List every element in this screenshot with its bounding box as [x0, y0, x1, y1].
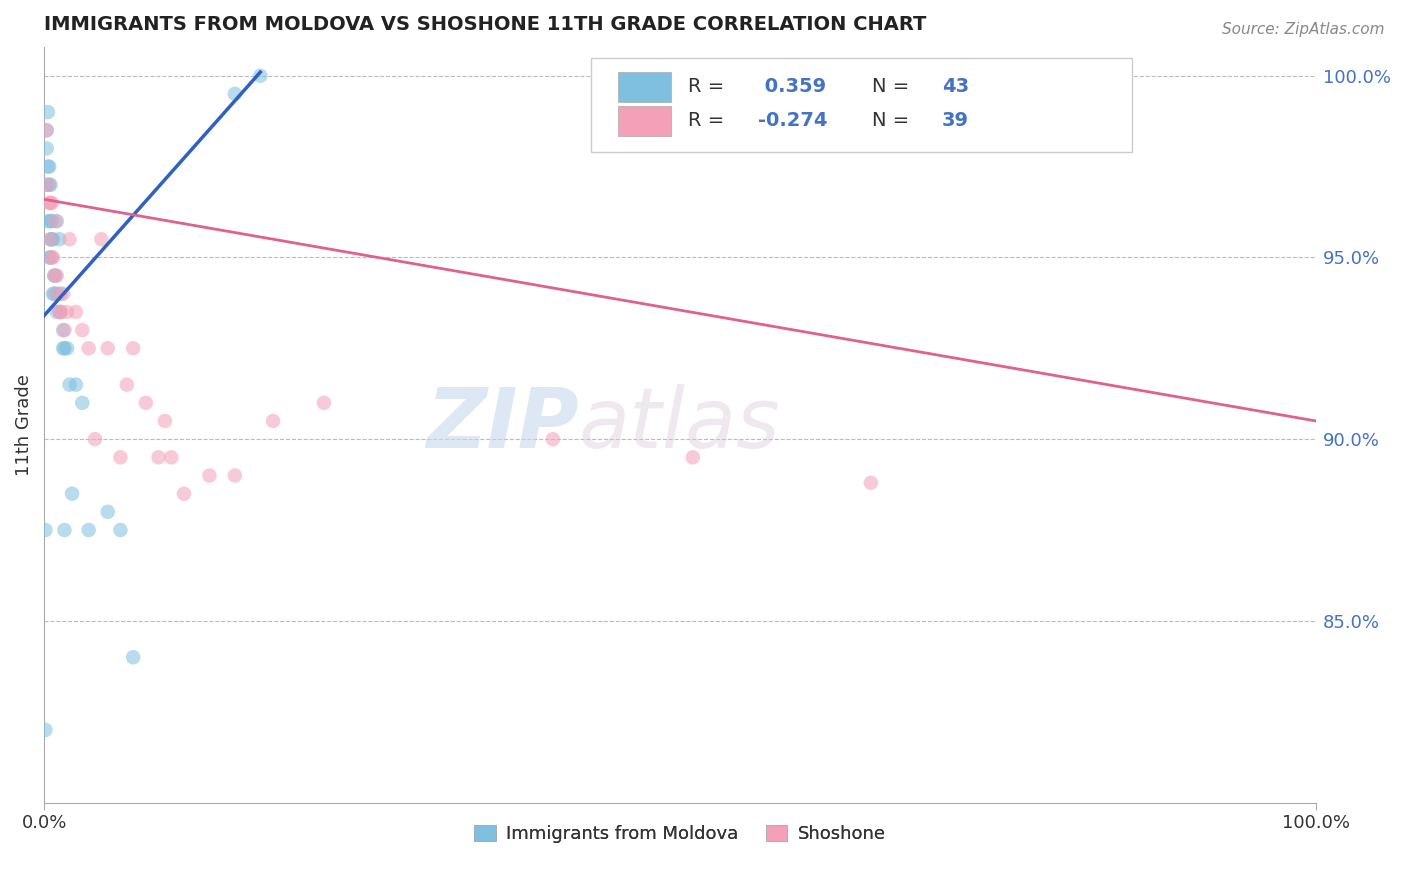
- Text: R =: R =: [688, 78, 730, 96]
- Point: [38, 160, 60, 174]
- FancyBboxPatch shape: [591, 58, 1132, 153]
- Point: [56, 341, 79, 355]
- Text: 0.359: 0.359: [758, 78, 825, 96]
- Point: [41, 251, 63, 265]
- Point: [56, 305, 79, 319]
- Point: [39, 232, 62, 246]
- Point: [58, 377, 80, 392]
- Point: [38, 196, 60, 211]
- Text: 39: 39: [942, 112, 969, 130]
- Point: [39, 196, 62, 211]
- Point: [39, 214, 62, 228]
- Point: [224, 87, 246, 101]
- Text: 43: 43: [942, 78, 969, 96]
- Point: [42, 286, 65, 301]
- Point: [45, 214, 67, 228]
- FancyBboxPatch shape: [617, 71, 671, 102]
- Point: [682, 450, 704, 465]
- Point: [77, 523, 100, 537]
- Point: [84, 432, 107, 446]
- Point: [49, 305, 72, 319]
- Text: ZIP: ZIP: [426, 384, 578, 465]
- Point: [48, 232, 70, 246]
- Point: [35, 178, 58, 192]
- Point: [72, 323, 94, 337]
- Point: [224, 468, 246, 483]
- Point: [44, 268, 66, 283]
- Point: [45, 268, 67, 283]
- Point: [42, 251, 65, 265]
- Point: [35, 123, 58, 137]
- Point: [45, 286, 67, 301]
- Point: [262, 414, 284, 428]
- Point: [72, 396, 94, 410]
- Point: [153, 414, 176, 428]
- Text: Source: ZipAtlas.com: Source: ZipAtlas.com: [1222, 22, 1385, 37]
- Text: N =: N =: [872, 78, 915, 96]
- Text: atlas: atlas: [578, 384, 780, 465]
- Point: [45, 305, 67, 319]
- Point: [48, 305, 70, 319]
- Point: [53, 523, 76, 537]
- Point: [52, 341, 75, 355]
- Point: [135, 396, 157, 410]
- Point: [38, 251, 60, 265]
- Point: [60, 486, 83, 500]
- Point: [49, 305, 72, 319]
- Point: [53, 341, 76, 355]
- Point: [44, 268, 66, 283]
- Point: [58, 232, 80, 246]
- Point: [541, 432, 564, 446]
- Point: [34, 523, 56, 537]
- Point: [35, 123, 58, 137]
- Point: [39, 251, 62, 265]
- Point: [859, 475, 882, 490]
- Point: [37, 105, 59, 120]
- Point: [45, 268, 67, 283]
- Point: [35, 141, 58, 155]
- Point: [115, 377, 138, 392]
- Point: [38, 178, 60, 192]
- Point: [110, 450, 132, 465]
- Point: [45, 286, 67, 301]
- Y-axis label: 11th Grade: 11th Grade: [15, 374, 32, 475]
- Point: [97, 505, 120, 519]
- Point: [41, 196, 63, 211]
- Point: [110, 523, 132, 537]
- Point: [41, 214, 63, 228]
- Point: [122, 650, 145, 665]
- Legend: Immigrants from Moldova, Shoshone: Immigrants from Moldova, Shoshone: [467, 818, 893, 850]
- Text: R =: R =: [688, 112, 730, 130]
- Point: [77, 341, 100, 355]
- Text: IMMIGRANTS FROM MOLDOVA VS SHOSHONE 11TH GRADE CORRELATION CHART: IMMIGRANTS FROM MOLDOVA VS SHOSHONE 11TH…: [44, 15, 927, 34]
- Point: [122, 341, 145, 355]
- Point: [52, 286, 75, 301]
- Point: [52, 323, 75, 337]
- Point: [173, 486, 195, 500]
- Point: [53, 323, 76, 337]
- Point: [37, 214, 59, 228]
- Point: [44, 286, 66, 301]
- Point: [148, 450, 170, 465]
- Point: [42, 232, 65, 246]
- Point: [249, 69, 271, 83]
- Point: [45, 214, 67, 228]
- FancyBboxPatch shape: [617, 105, 671, 136]
- Text: N =: N =: [872, 112, 915, 130]
- Point: [90, 232, 112, 246]
- Point: [65, 377, 87, 392]
- Point: [39, 178, 62, 192]
- Point: [37, 178, 59, 192]
- Point: [160, 450, 183, 465]
- Point: [65, 305, 87, 319]
- Text: -0.274: -0.274: [758, 112, 827, 130]
- Point: [37, 160, 59, 174]
- Point: [39, 232, 62, 246]
- Point: [198, 468, 221, 483]
- Point: [97, 341, 120, 355]
- Point: [49, 286, 72, 301]
- Point: [312, 396, 335, 410]
- Point: [41, 232, 63, 246]
- Point: [34, 723, 56, 737]
